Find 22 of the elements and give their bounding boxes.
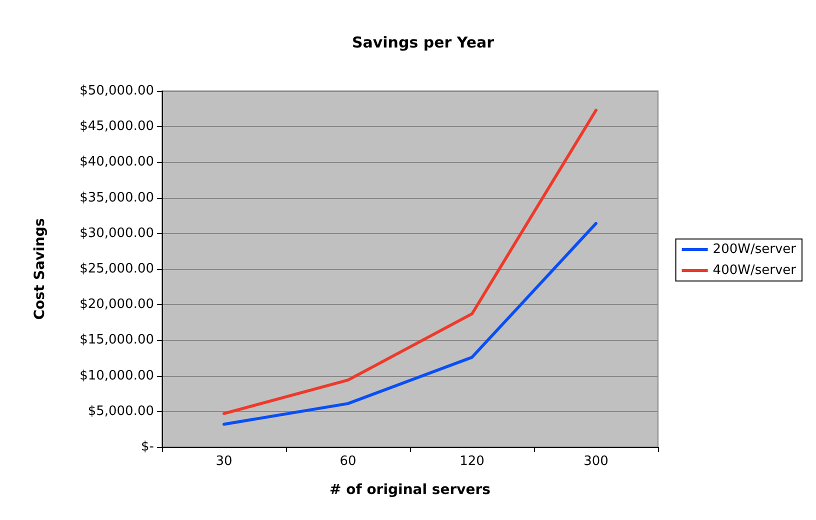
line-series [222, 108, 598, 416]
y-tick-label: $40,000.00 [80, 154, 154, 170]
y-tick-label: $15,000.00 [80, 332, 154, 348]
x-tick-label: 120 [460, 454, 484, 469]
y-tick-label: $25,000.00 [80, 262, 154, 276]
legend-label: 400W/server [712, 263, 797, 278]
y-tick-label: $20,000.00 [80, 297, 154, 312]
y-tick-label: $45,000.00 [80, 119, 154, 134]
y-tick-label: $- [141, 440, 154, 454]
x-tick-label: 60 [340, 454, 356, 469]
x-tick-label: 30 [216, 454, 232, 469]
y-tick-label: $30,000.00 [80, 226, 154, 241]
y-tick-label: $5,000.00 [88, 404, 154, 419]
x-axis-title: # of original servers [329, 482, 491, 498]
line-series [222, 222, 598, 426]
y-tick-label: $10,000.00 [80, 368, 154, 384]
chart-title: Savings per Year [352, 34, 495, 52]
y-axis-title: Cost Savings [32, 218, 48, 320]
y-tick-label: $50,000.00 [80, 84, 154, 98]
legend-label: 200W/server [712, 242, 797, 257]
x-tick-label: 300 [584, 454, 608, 469]
y-tick-label: $35,000.00 [80, 190, 154, 206]
